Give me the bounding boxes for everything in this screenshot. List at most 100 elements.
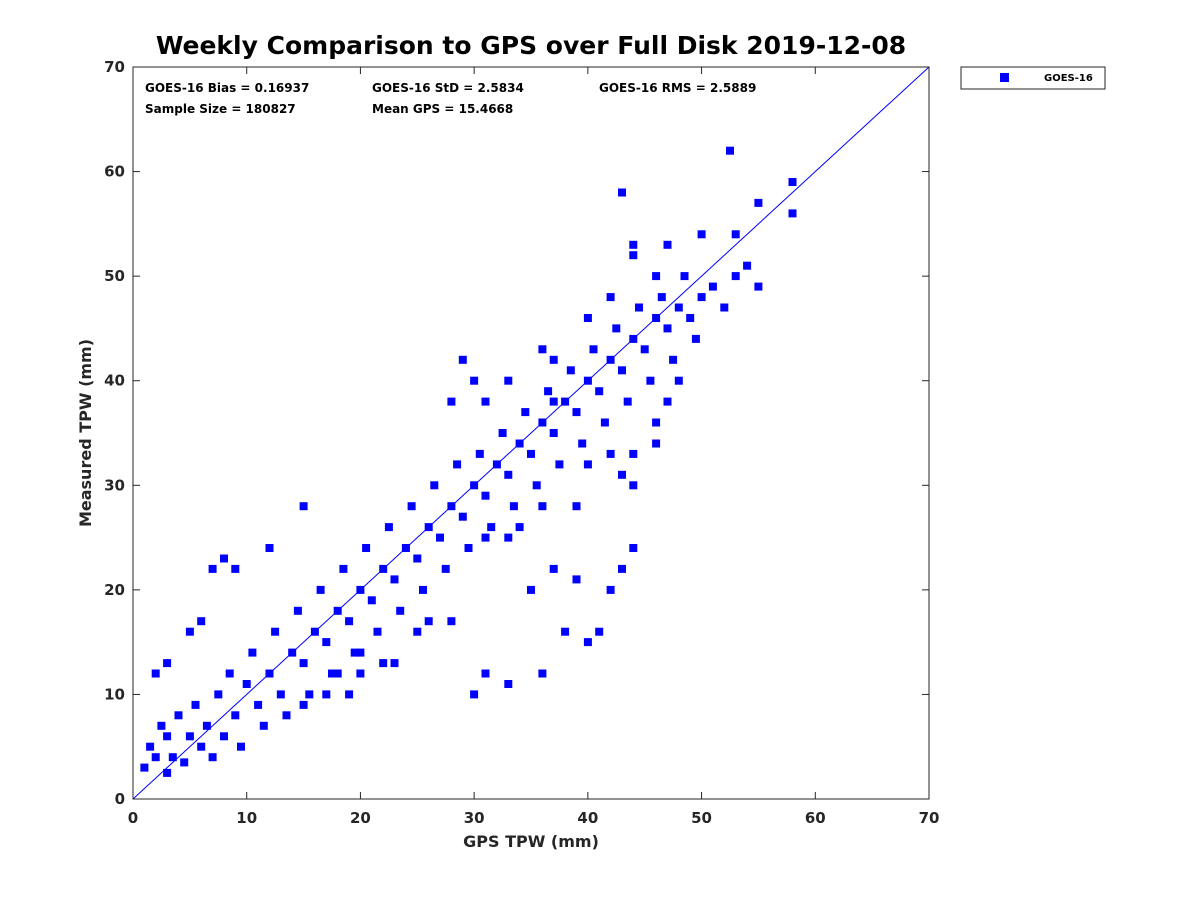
data-point bbox=[606, 293, 615, 302]
data-point bbox=[521, 408, 530, 417]
data-point bbox=[618, 564, 626, 573]
one-to-one-reference-line bbox=[132, 66, 930, 800]
data-point bbox=[697, 230, 706, 239]
data-point bbox=[299, 700, 308, 709]
data-point bbox=[498, 429, 507, 437]
data-point bbox=[299, 502, 308, 511]
data-point bbox=[458, 355, 467, 364]
data-point bbox=[470, 376, 479, 385]
data-point bbox=[663, 397, 672, 406]
data-point bbox=[612, 324, 621, 333]
data-point bbox=[208, 753, 217, 762]
data-point bbox=[481, 397, 490, 406]
data-point bbox=[561, 627, 570, 636]
data-point bbox=[265, 544, 274, 552]
x-axis-label: GPS TPW (mm) bbox=[463, 832, 599, 851]
data-point bbox=[163, 659, 172, 668]
y-tick-label: 40 bbox=[104, 372, 125, 390]
data-point bbox=[356, 648, 365, 657]
data-point bbox=[504, 533, 513, 542]
data-point bbox=[146, 742, 155, 751]
data-point bbox=[350, 648, 359, 657]
data-point bbox=[629, 544, 638, 552]
data-point bbox=[578, 439, 587, 448]
data-point bbox=[504, 376, 513, 385]
data-point bbox=[293, 606, 302, 615]
data-point bbox=[248, 648, 257, 657]
data-point bbox=[481, 491, 490, 500]
data-point bbox=[618, 188, 626, 197]
data-point bbox=[333, 669, 342, 678]
data-point bbox=[538, 345, 547, 354]
data-point bbox=[788, 209, 797, 218]
data-point bbox=[544, 387, 553, 396]
data-point bbox=[157, 721, 166, 730]
data-point bbox=[731, 272, 740, 281]
data-point bbox=[572, 575, 581, 584]
data-point bbox=[652, 272, 661, 281]
data-point bbox=[447, 397, 456, 406]
data-point bbox=[305, 690, 314, 699]
data-point bbox=[367, 596, 376, 605]
data-point bbox=[390, 659, 399, 668]
data-point bbox=[396, 606, 405, 615]
data-point bbox=[481, 533, 490, 542]
data-point bbox=[185, 627, 194, 636]
data-point bbox=[191, 700, 200, 709]
data-point bbox=[254, 700, 263, 709]
data-point bbox=[680, 272, 689, 281]
data-point bbox=[629, 449, 638, 458]
data-point bbox=[487, 523, 496, 532]
data-point bbox=[640, 345, 649, 354]
data-point bbox=[697, 293, 706, 302]
data-point bbox=[572, 502, 581, 511]
data-point bbox=[481, 669, 490, 678]
data-point bbox=[197, 742, 206, 751]
data-point bbox=[436, 533, 444, 542]
data-point bbox=[726, 146, 734, 155]
data-point bbox=[140, 763, 149, 772]
y-tick-label: 20 bbox=[104, 581, 125, 599]
data-point bbox=[663, 240, 672, 249]
x-tick-label: 70 bbox=[919, 809, 940, 827]
x-tick-label: 50 bbox=[691, 809, 712, 827]
data-point bbox=[202, 721, 211, 730]
chart-title: Weekly Comparison to GPS over Full Disk … bbox=[156, 31, 906, 60]
data-point bbox=[407, 502, 416, 511]
data-point bbox=[652, 418, 661, 427]
legend-box bbox=[960, 66, 1106, 90]
data-point bbox=[430, 481, 439, 490]
data-point bbox=[788, 178, 797, 186]
data-point bbox=[606, 449, 615, 458]
data-point bbox=[441, 564, 450, 573]
data-point bbox=[743, 261, 752, 270]
data-point bbox=[657, 293, 666, 302]
data-point bbox=[754, 198, 763, 207]
y-axis-ticks: 0 10 20 30 40 50 60 70 bbox=[104, 58, 929, 808]
data-point bbox=[339, 564, 348, 573]
data-point bbox=[504, 680, 513, 688]
data-point bbox=[220, 732, 228, 741]
data-point bbox=[686, 314, 695, 322]
data-point bbox=[583, 638, 592, 647]
stat-sample-size: Sample Size = 180827 bbox=[145, 102, 296, 116]
y-tick-label: 0 bbox=[115, 790, 125, 808]
data-point bbox=[646, 376, 655, 385]
data-point bbox=[424, 617, 433, 626]
x-tick-label: 30 bbox=[464, 809, 485, 827]
data-point bbox=[242, 680, 251, 688]
data-point bbox=[504, 470, 513, 479]
data-point bbox=[527, 585, 535, 594]
data-point bbox=[663, 324, 672, 333]
data-point bbox=[515, 523, 524, 532]
data-point bbox=[532, 481, 541, 490]
data-point bbox=[373, 627, 382, 636]
data-point bbox=[180, 758, 189, 767]
data-point bbox=[231, 564, 240, 573]
data-point bbox=[731, 230, 740, 239]
data-point bbox=[754, 282, 763, 291]
data-point bbox=[674, 376, 683, 385]
data-point bbox=[464, 544, 473, 552]
data-point bbox=[345, 617, 354, 626]
